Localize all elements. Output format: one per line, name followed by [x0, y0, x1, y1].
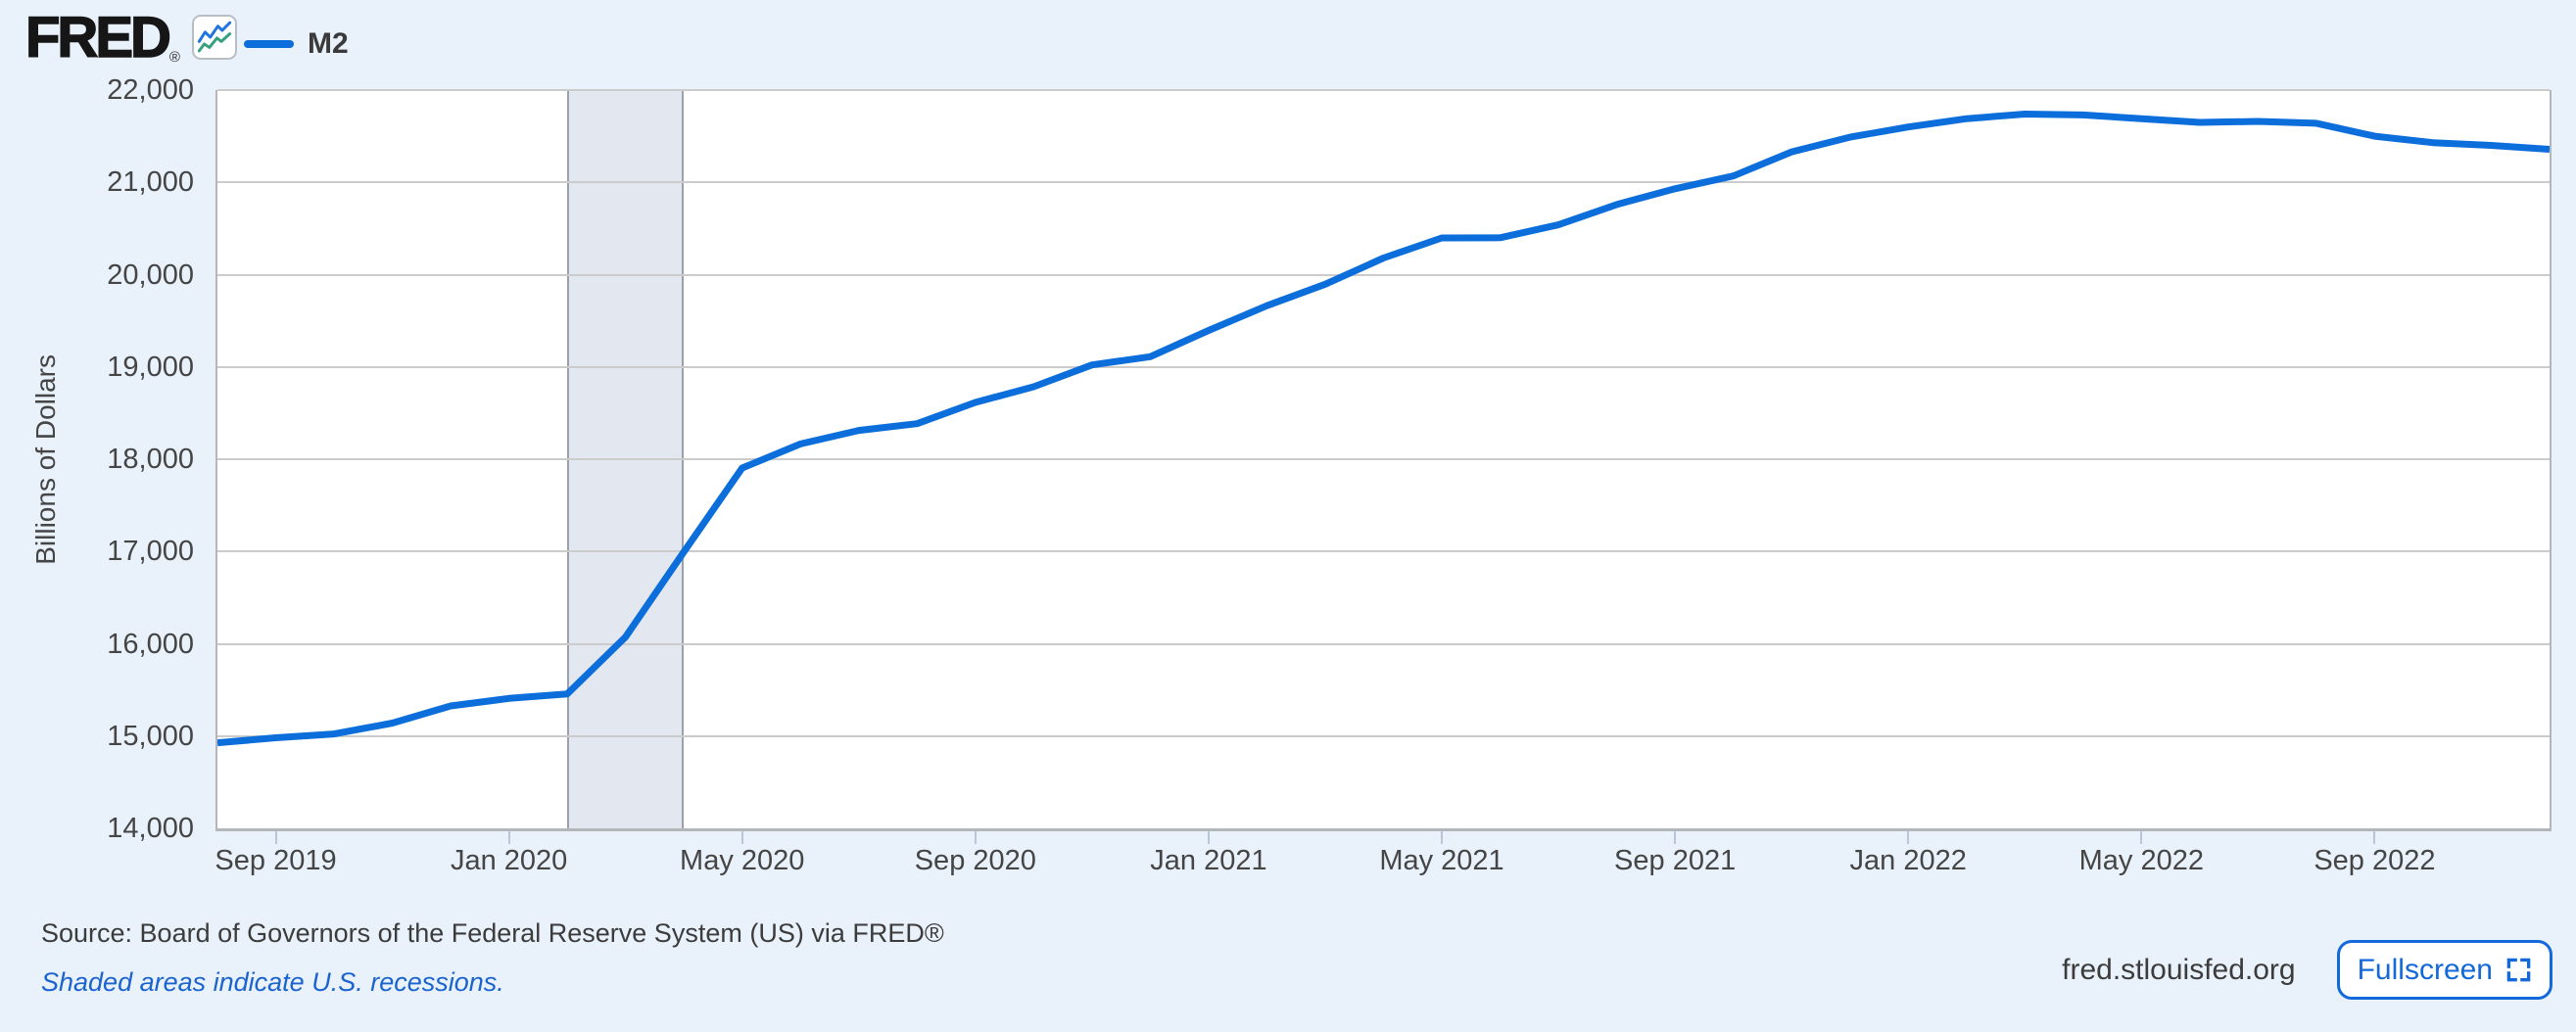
fullscreen-button[interactable]: Fullscreen	[2336, 940, 2552, 1000]
gridline	[217, 365, 2550, 368]
x-axis-tick-label: May 2022	[2078, 845, 2204, 876]
x-axis-tick	[1441, 831, 1444, 844]
x-axis-tick-label: May 2021	[1379, 845, 1504, 876]
footer-actions: fred.stlouisfed.org Fullscreen	[2062, 940, 2552, 1000]
legend-line-swatch	[244, 40, 294, 48]
x-axis-tick-label: Sep 2019	[215, 845, 337, 876]
x-axis-tick-label: May 2020	[680, 845, 805, 876]
y-axis-tick-label: 15,000	[107, 720, 194, 752]
x-axis-tick	[974, 831, 977, 844]
fullscreen-icon	[2506, 958, 2531, 982]
y-axis-tick-label: 19,000	[107, 351, 194, 383]
x-axis-tick	[1674, 831, 1677, 844]
gridline	[217, 273, 2550, 276]
legend-label: M2	[308, 27, 349, 60]
x-axis-tick	[2140, 831, 2143, 844]
x-axis-tick-label: Jan 2022	[1849, 845, 1967, 876]
x-axis-tick-label: Sep 2022	[2314, 845, 2436, 876]
y-axis-tick-label: 20,000	[107, 258, 194, 291]
fred-logo-text: FRED	[24, 6, 171, 70]
y-axis-tick-label: 18,000	[107, 444, 194, 475]
line-chart-canvas[interactable]	[217, 90, 2550, 828]
x-axis-tick-label: Sep 2020	[914, 845, 1036, 876]
y-axis-tick-label: 22,000	[107, 74, 194, 106]
fred-logo[interactable]: FRED ®	[24, 6, 237, 70]
x-axis-tick	[1907, 831, 1910, 844]
x-axis-tick-label: Jan 2020	[450, 845, 568, 876]
x-axis-tick-label: Jan 2021	[1150, 845, 1267, 876]
source-text: Source: Board of Governors of the Federa…	[41, 918, 944, 948]
gridline	[217, 734, 2550, 737]
plot-area[interactable]	[215, 89, 2552, 831]
y-axis-tick-label: 21,000	[107, 166, 194, 199]
x-axis-tick	[1207, 831, 1210, 844]
x-axis-tick	[2373, 831, 2376, 844]
x-axis-tick	[507, 831, 510, 844]
x-axis-tick-label: Sep 2021	[1614, 845, 1737, 876]
recession-note-link[interactable]: Shaded areas indicate U.S. recessions.	[41, 967, 504, 997]
legend-item-m2[interactable]: M2	[244, 27, 349, 61]
gridline	[217, 458, 2550, 460]
x-axis-tick	[740, 831, 743, 844]
fullscreen-label: Fullscreen	[2357, 954, 2493, 986]
fred-site-url[interactable]: fred.stlouisfed.org	[2062, 953, 2296, 986]
y-axis-tick-label: 16,000	[107, 628, 194, 660]
registered-trademark: ®	[168, 49, 180, 66]
m2-line	[217, 111, 2550, 747]
gridline	[217, 550, 2550, 553]
y-axis-tick-label: 14,000	[107, 813, 194, 844]
x-axis-tick	[274, 831, 277, 844]
gridline	[217, 642, 2550, 645]
gridline	[217, 181, 2550, 184]
y-axis-tick-label: 17,000	[107, 536, 194, 568]
gridline	[217, 89, 2550, 91]
fred-sparkline-icon	[191, 15, 237, 60]
